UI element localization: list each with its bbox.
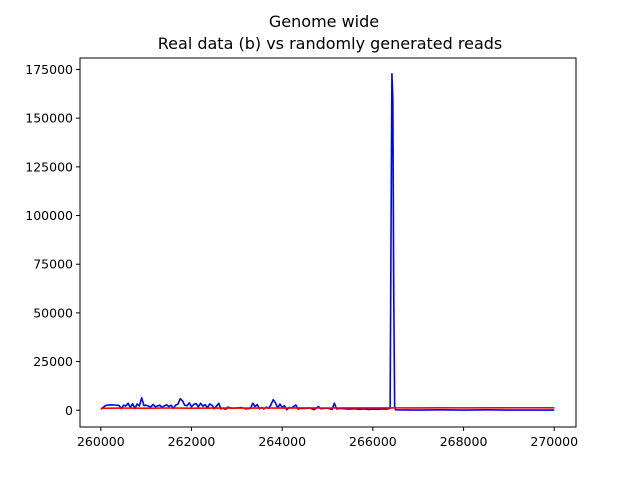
y-axis-ticks: 0 25000 50000 75000 100000 125000 150000 175000 [25, 62, 80, 418]
y-tick-label: 75000 [33, 257, 73, 272]
y-tick-label: 150000 [25, 111, 73, 126]
x-tick-label: 266000 [349, 434, 397, 449]
x-tick-label: 262000 [168, 434, 216, 449]
x-tick-label: 264000 [258, 434, 306, 449]
plot-frame [79, 57, 577, 428]
y-tick-label: 50000 [33, 305, 73, 320]
y-tick-label: 175000 [25, 62, 73, 77]
x-tick-label: 260000 [77, 434, 125, 449]
chart-subtitle: Real data (b) vs randomly generated read… [158, 34, 502, 53]
chart-title: Genome wide [269, 12, 379, 31]
y-tick-label: 100000 [25, 208, 73, 223]
y-tick-label: 25000 [33, 354, 73, 369]
y-tick-label: 125000 [25, 159, 73, 174]
series-line-2 [100, 406, 555, 410]
x-tick-label: 270000 [530, 434, 578, 449]
x-axis-ticks: 260000 262000 264000 266000 268000 270000 [77, 427, 578, 449]
x-tick-label: 268000 [440, 434, 488, 449]
series-line-1 [100, 72, 555, 411]
y-tick-label: 0 [65, 403, 73, 418]
plot-lines [100, 72, 555, 411]
